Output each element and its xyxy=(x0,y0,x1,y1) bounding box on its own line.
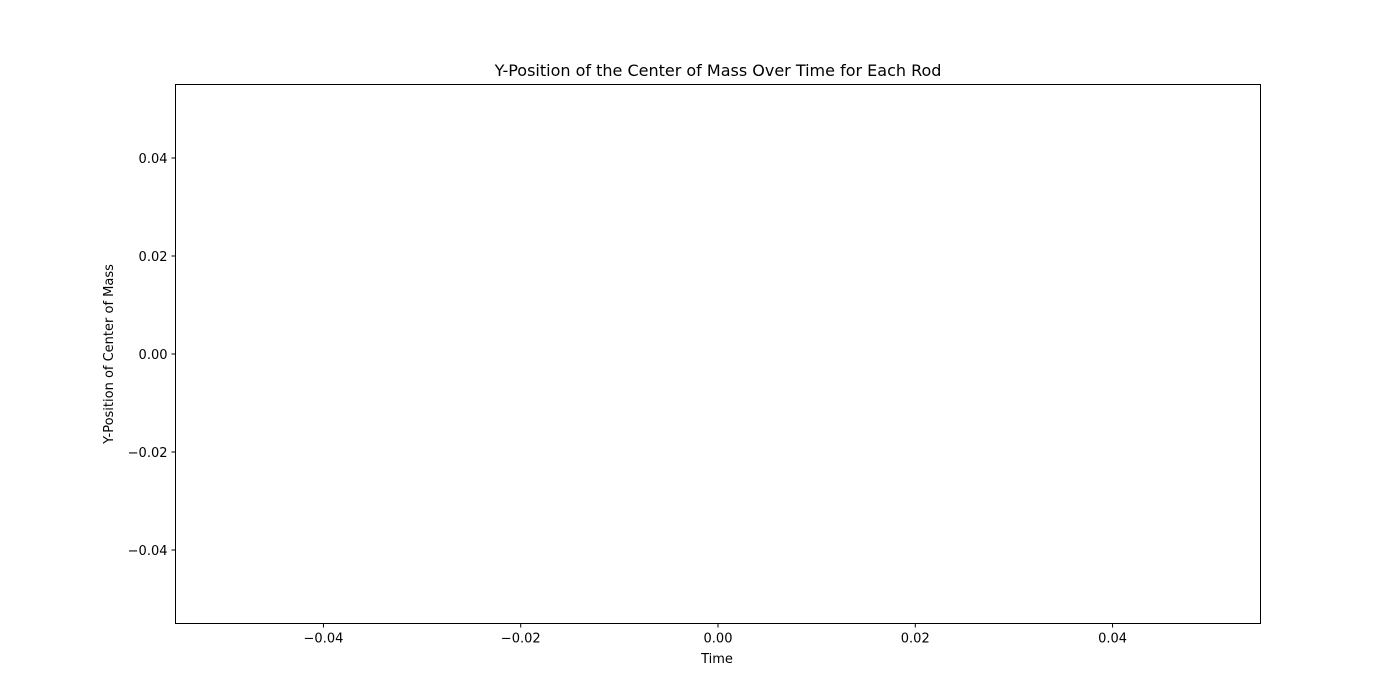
chart-title: Y-Position of the Center of Mass Over Ti… xyxy=(494,61,942,80)
y-tick-label: 0.04 xyxy=(139,152,168,167)
y-tick-label: −0.02 xyxy=(128,446,168,461)
x-axis-ticks: −0.04 −0.02 0.00 0.02 0.04 xyxy=(304,623,1127,647)
x-axis-label: Time xyxy=(700,652,733,667)
plot-area xyxy=(175,84,1261,624)
y-tick-label: −0.04 xyxy=(128,544,168,559)
y-axis-ticks: 0.04 0.02 0.00 −0.02 −0.04 xyxy=(128,152,176,559)
x-tick-label: 0.00 xyxy=(704,632,733,647)
y-tick-label: 0.02 xyxy=(139,250,168,265)
y-axis-label: Y-Position of Center of Mass xyxy=(102,264,117,445)
x-tick-label: 0.02 xyxy=(901,632,930,647)
y-tick-label: 0.00 xyxy=(139,348,168,363)
x-tick-label: 0.04 xyxy=(1098,632,1127,647)
x-tick-label: −0.04 xyxy=(304,632,344,647)
x-tick-label: −0.02 xyxy=(501,632,541,647)
